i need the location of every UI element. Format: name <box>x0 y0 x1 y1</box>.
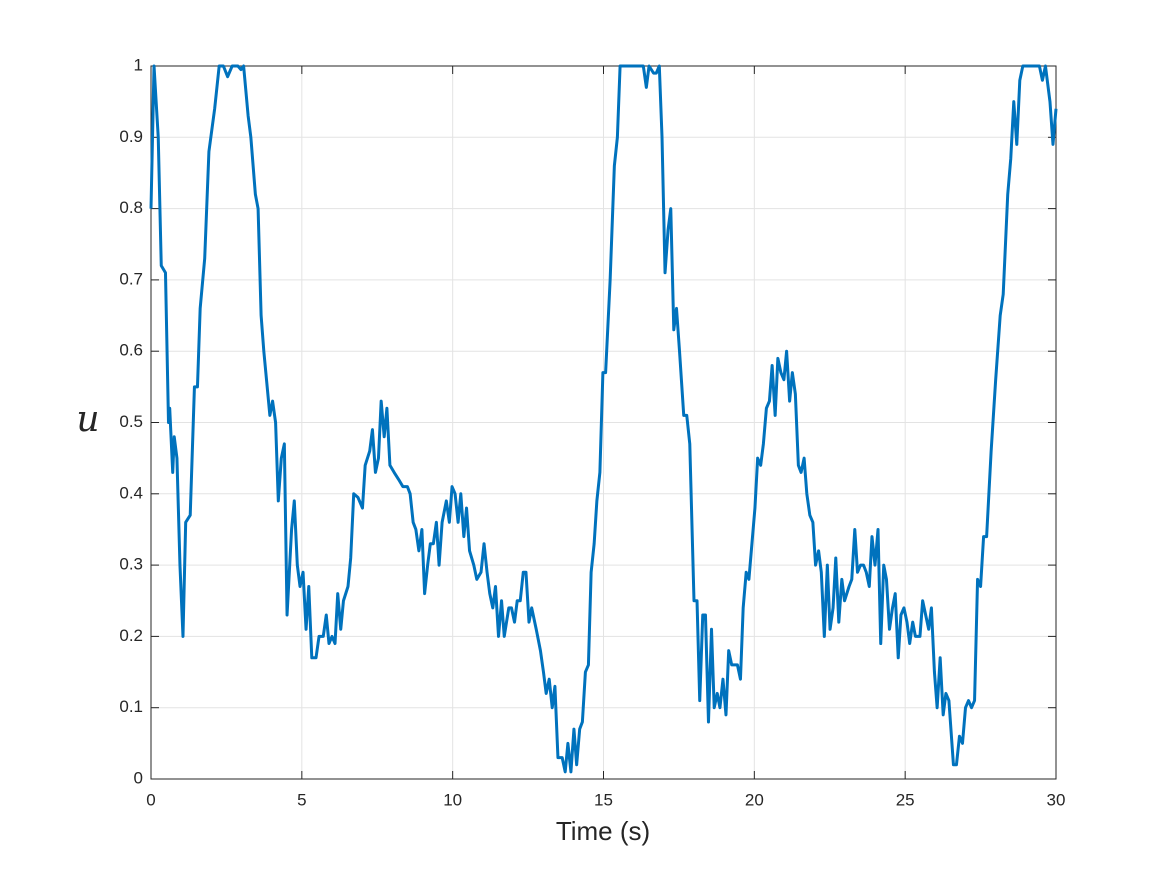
y-tick-label: 0.2 <box>119 626 143 645</box>
x-tick-label: 0 <box>146 790 155 809</box>
x-tick-label: 5 <box>297 790 306 809</box>
x-tick-label: 20 <box>745 790 764 809</box>
y-tick-label: 1 <box>134 55 143 74</box>
y-axis-label: u <box>76 399 99 440</box>
x-tick-label: 25 <box>896 790 915 809</box>
y-tick-label: 0.9 <box>119 127 143 146</box>
axes-box <box>150 65 1057 780</box>
x-axis-label: Time (s) <box>556 816 650 846</box>
x-tick-label: 30 <box>1047 790 1066 809</box>
x-tick-label: 15 <box>594 790 613 809</box>
y-tick-label: 0.1 <box>119 697 143 716</box>
y-tick-label: 0.7 <box>119 269 143 288</box>
y-tick-label: 0.5 <box>119 412 143 431</box>
y-tick-label: 0 <box>134 768 143 787</box>
y-tick-label: 0.8 <box>119 198 143 217</box>
data-line <box>149 64 1058 774</box>
x-tick-label: 10 <box>443 790 462 809</box>
y-tick-label: 0.6 <box>119 341 143 360</box>
y-tick-label: 0.4 <box>119 483 143 502</box>
y-tick-label: 0.3 <box>119 555 143 574</box>
